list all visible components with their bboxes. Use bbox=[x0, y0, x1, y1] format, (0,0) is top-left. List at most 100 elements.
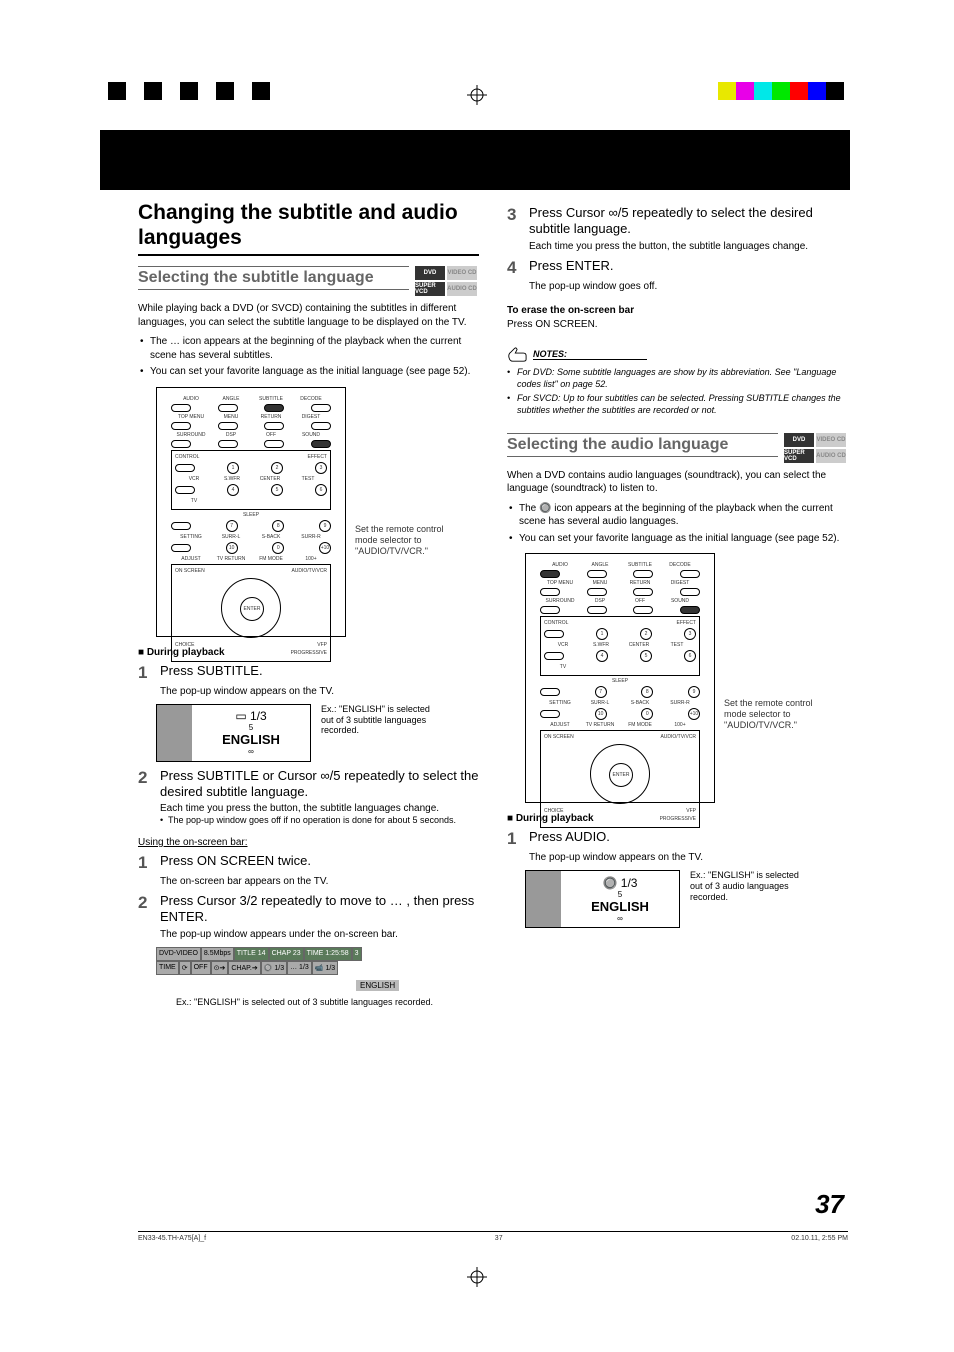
step-text: Press SUBTITLE or Cursor ∞/5 repeatedly … bbox=[160, 768, 479, 801]
footer-left: EN33-45.TH-A75[A]_f bbox=[138, 1235, 206, 1242]
right-column: 3 Press Cursor ∞/5 repeatedly to select … bbox=[507, 200, 848, 1007]
osd-cell: 3 bbox=[352, 947, 362, 961]
footer: EN33-45.TH-A75[A]_f 37 02.10.11, 2:55 PM bbox=[138, 1231, 848, 1242]
popup-tv-icon bbox=[157, 705, 192, 761]
erase-body: Press ON SCREEN. bbox=[507, 318, 848, 332]
hand-icon bbox=[507, 345, 529, 363]
header-black-band bbox=[100, 130, 850, 190]
sub-heading-2: Selecting the audio language bbox=[507, 433, 778, 457]
step-sub-bullet: The pop-up window goes off if no operati… bbox=[160, 815, 479, 827]
bullets-2: The 🔘 icon appears at the beginning of t… bbox=[507, 502, 848, 546]
popup-figure-2: 🔘 1/3 5 ENGLISH ∞ Ex.: "ENGLISH" is sele… bbox=[525, 870, 848, 928]
step-sub: The pop-up window appears under the on-s… bbox=[160, 928, 479, 941]
osd-cell: 🔘 1/3 bbox=[261, 961, 287, 975]
step-sub: Each time you press the button, the subt… bbox=[529, 240, 848, 253]
format-badges-2: DVDVIDEO CDSUPER VCDAUDIO CD bbox=[784, 433, 848, 463]
popup-caption-2: Ex.: "ENGLISH" is selected out of 3 audi… bbox=[690, 870, 805, 902]
step-text: Press Cursor 3/2 repeatedly to move to …… bbox=[160, 893, 479, 926]
reg-left bbox=[108, 82, 270, 100]
step-l2b: 2 Press Cursor 3/2 repeatedly to move to… bbox=[138, 893, 479, 926]
popup-box: ▭ 1/3 5 ENGLISH ∞ bbox=[156, 704, 311, 762]
list-item: The … icon appears at the beginning of t… bbox=[138, 335, 479, 362]
osd-bar: DVD-VIDEO8.5MbpsTITLE 14CHAP 23TIME 1:25… bbox=[156, 947, 479, 993]
step-num: 1 bbox=[507, 829, 521, 849]
erase-heading: To erase the on-screen bar bbox=[507, 305, 848, 316]
format-badge: AUDIO CD bbox=[816, 449, 846, 463]
page-number: 37 bbox=[815, 1189, 844, 1220]
osd-cell: CHAP 23 bbox=[269, 947, 304, 961]
step-r3: 3 Press Cursor ∞/5 repeatedly to select … bbox=[507, 205, 848, 238]
step-l2: 2 Press SUBTITLE or Cursor ∞/5 repeatedl… bbox=[138, 768, 479, 801]
format-badge: AUDIO CD bbox=[447, 282, 477, 296]
popup-count: ▭ 1/3 bbox=[235, 709, 266, 723]
using-onscreen-head: Using the on-screen bar: bbox=[138, 837, 479, 848]
subhead-row-1: Selecting the subtitle language DVDVIDEO… bbox=[138, 266, 479, 296]
osd-caption: Ex.: "ENGLISH" is selected out of 3 subt… bbox=[176, 997, 479, 1008]
format-badge: SUPER VCD bbox=[415, 282, 445, 296]
osd-cell: TITLE 14 bbox=[234, 947, 269, 961]
osd-english-tag: ENGLISH bbox=[356, 980, 399, 991]
notes-list: For DVD: Some subtitle languages are sho… bbox=[507, 367, 848, 417]
notes-label: NOTES: bbox=[533, 349, 647, 360]
osd-cell: ⊙➔ bbox=[211, 961, 229, 975]
step-sub: The pop-up window goes off. bbox=[529, 280, 848, 293]
page-content: Changing the subtitle and audio language… bbox=[138, 200, 848, 1007]
footer-center: 37 bbox=[495, 1235, 503, 1242]
osd-cell: ⟳ bbox=[179, 961, 191, 975]
osd-cell: CHAP.➔ bbox=[228, 961, 260, 975]
step-l1b: 1 Press ON SCREEN twice. bbox=[138, 853, 479, 873]
reg-center-icon bbox=[467, 85, 487, 110]
remote-note-1: Set the remote control mode selector to … bbox=[355, 524, 455, 556]
popup-figure-1: ▭ 1/3 5 ENGLISH ∞ Ex.: "ENGLISH" is sele… bbox=[156, 704, 479, 762]
step-text: Press ON SCREEN twice. bbox=[160, 853, 479, 873]
osd-cell: … 1/3 bbox=[287, 961, 312, 975]
format-badge: DVD bbox=[784, 433, 814, 447]
notes-heading: NOTES: bbox=[507, 345, 848, 363]
subhead-row-2: Selecting the audio language DVDVIDEO CD… bbox=[507, 433, 848, 463]
left-column: Changing the subtitle and audio language… bbox=[138, 200, 479, 1007]
step-r4: 4 Press ENTER. bbox=[507, 258, 848, 278]
remote-figure-1: AUDIOANGLESUBTITLEDECODETOP MENUMENURETU… bbox=[156, 387, 346, 637]
step-text: Press ENTER. bbox=[529, 258, 848, 278]
sub-heading-1: Selecting the subtitle language bbox=[138, 266, 409, 290]
intro-text-1: While playing back a DVD (or SVCD) conta… bbox=[138, 302, 479, 329]
list-item: You can set your favorite language as th… bbox=[507, 532, 848, 546]
osd-cell: 📹 1/3 bbox=[312, 961, 338, 975]
step-sub: The on-screen bar appears on the TV. bbox=[160, 875, 479, 888]
step-num: 2 bbox=[138, 893, 152, 926]
list-item: For SVCD: Up to four subtitles can be se… bbox=[507, 393, 848, 416]
popup-box: 🔘 1/3 5 ENGLISH ∞ bbox=[525, 870, 680, 928]
popup-lang: ENGLISH bbox=[591, 899, 649, 914]
format-badge: VIDEO CD bbox=[447, 266, 477, 280]
step-num: 1 bbox=[138, 663, 152, 683]
step-text: Press Cursor ∞/5 repeatedly to select th… bbox=[529, 205, 848, 238]
intro-text-2: When a DVD contains audio languages (sou… bbox=[507, 469, 848, 496]
osd-cell: TIME bbox=[156, 961, 179, 975]
bullets-1: The … icon appears at the beginning of t… bbox=[138, 335, 479, 379]
list-item: The 🔘 icon appears at the beginning of t… bbox=[507, 502, 848, 529]
format-badge: DVD bbox=[415, 266, 445, 280]
remote-figure-2: AUDIOANGLESUBTITLEDECODETOP MENUMENURETU… bbox=[525, 553, 715, 803]
step-num: 2 bbox=[138, 768, 152, 801]
osd-cell: OFF bbox=[191, 961, 211, 975]
reg-right bbox=[718, 82, 844, 100]
popup-tv-icon bbox=[526, 871, 561, 927]
step-sub: The pop-up window appears on the TV. bbox=[160, 685, 479, 698]
main-heading: Changing the subtitle and audio language… bbox=[138, 200, 479, 256]
step-num: 1 bbox=[138, 853, 152, 873]
osd-cell: DVD-VIDEO bbox=[156, 947, 201, 961]
step-num: 4 bbox=[507, 258, 521, 278]
popup-lang: ENGLISH bbox=[222, 732, 280, 747]
list-item: You can set your favorite language as th… bbox=[138, 365, 479, 379]
registration-marks-top bbox=[0, 70, 954, 120]
format-badges-1: DVDVIDEO CDSUPER VCDAUDIO CD bbox=[415, 266, 479, 296]
popup-count: 🔘 1/3 bbox=[603, 876, 638, 890]
footer-right: 02.10.11, 2:55 PM bbox=[791, 1235, 848, 1242]
format-badge: VIDEO CD bbox=[816, 433, 846, 447]
list-item: For DVD: Some subtitle languages are sho… bbox=[507, 367, 848, 390]
step-sub: The pop-up window appears on the TV. bbox=[529, 851, 848, 864]
step-num: 3 bbox=[507, 205, 521, 238]
reg-bottom-icon bbox=[467, 1267, 487, 1292]
osd-cell: 8.5Mbps bbox=[201, 947, 234, 961]
osd-cell: TIME 1:25:58 bbox=[304, 947, 352, 961]
